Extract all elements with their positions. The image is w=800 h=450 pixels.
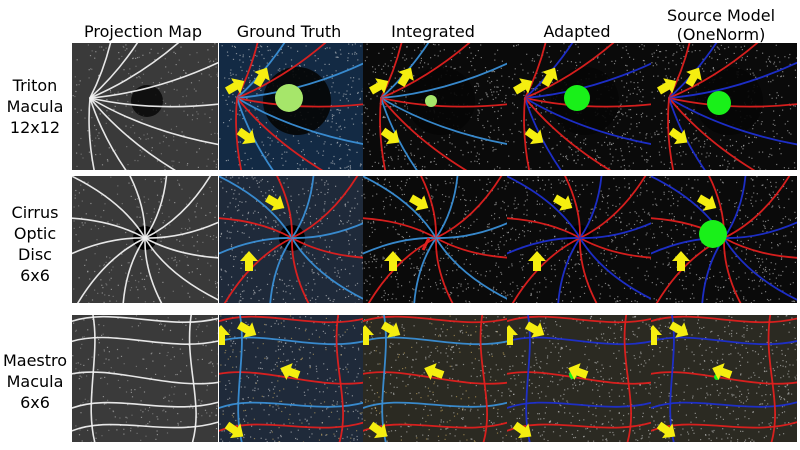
image-tile-maestro-adapted: [507, 315, 653, 442]
column-header-projection: Projection Map: [84, 22, 202, 41]
image-tile-maestro-ground-truth: [219, 315, 365, 442]
row-label-triton: Triton Macula 12x12: [6, 76, 64, 137]
image-tile-triton-integrated: [363, 43, 509, 170]
highlight-arrow-3: [524, 127, 544, 145]
highlight-arrow-2: [651, 325, 662, 345]
highlight-arrow-2: [219, 325, 230, 345]
highlight-arrow-3: [712, 363, 733, 381]
highlight-arrow-1: [225, 78, 245, 95]
highlight-arrow-1: [525, 321, 545, 338]
row-label-maestro: Maestro Macula 6x6: [2, 351, 68, 412]
highlight-arrow-2: [541, 67, 558, 87]
highlight-arrow-1: [409, 194, 429, 211]
highlight-arrow-1: [237, 321, 257, 338]
highlight-arrow-4: [224, 421, 244, 439]
column-header-source-model: Source Model (OneNorm): [666, 6, 776, 44]
highlight-arrow-2: [363, 325, 374, 345]
image-tile-triton-projection: [72, 43, 218, 170]
highlight-arrow-2: [253, 67, 270, 87]
image-tile-maestro-integrated: [363, 315, 509, 442]
image-tile-cirrus-source-model: [651, 176, 797, 303]
highlight-arrow-1: [657, 78, 677, 95]
highlight-arrow-2: [672, 251, 690, 271]
column-header-integrated: Integrated: [391, 22, 475, 41]
highlight-arrow-2: [240, 251, 258, 271]
row-label-cirrus: Cirrus Optic Disc 6x6: [11, 203, 59, 285]
highlight-arrow-1: [513, 78, 533, 95]
image-tile-maestro-projection: [72, 315, 218, 442]
highlight-arrow-3: [236, 127, 256, 145]
highlight-arrow-3: [568, 363, 589, 381]
image-tile-triton-adapted: [507, 43, 653, 170]
column-header-ground-truth: Ground Truth: [236, 22, 342, 41]
column-header-adapted: Adapted: [543, 22, 611, 41]
highlight-arrow-3: [668, 127, 688, 145]
highlight-arrow-2: [507, 325, 518, 345]
highlight-arrow-1: [265, 194, 285, 211]
highlight-arrow-2: [685, 67, 702, 87]
highlight-arrow-3: [280, 363, 301, 381]
highlight-arrow-1: [697, 194, 717, 211]
highlight-arrow-2: [384, 251, 402, 271]
highlight-arrow-2: [528, 251, 546, 271]
image-tile-cirrus-integrated: [363, 176, 509, 303]
highlight-arrow-4: [512, 421, 532, 439]
image-tile-cirrus-projection: [72, 176, 218, 303]
highlight-arrow-1: [369, 78, 389, 95]
highlight-arrow-3: [380, 127, 400, 145]
highlight-arrow-1: [553, 194, 573, 211]
image-tile-cirrus-adapted: [507, 176, 653, 303]
highlight-arrow-1: [669, 321, 689, 338]
image-tile-triton-ground-truth: [219, 43, 365, 170]
highlight-arrow-3: [424, 363, 445, 381]
highlight-arrow-4: [368, 421, 388, 439]
image-tile-maestro-source-model: [651, 315, 797, 442]
highlight-arrow-2: [397, 67, 414, 87]
image-tile-cirrus-ground-truth: [219, 176, 365, 303]
image-tile-triton-source-model: [651, 43, 797, 170]
highlight-arrow-4: [656, 421, 676, 439]
highlight-arrow-1: [381, 321, 401, 338]
